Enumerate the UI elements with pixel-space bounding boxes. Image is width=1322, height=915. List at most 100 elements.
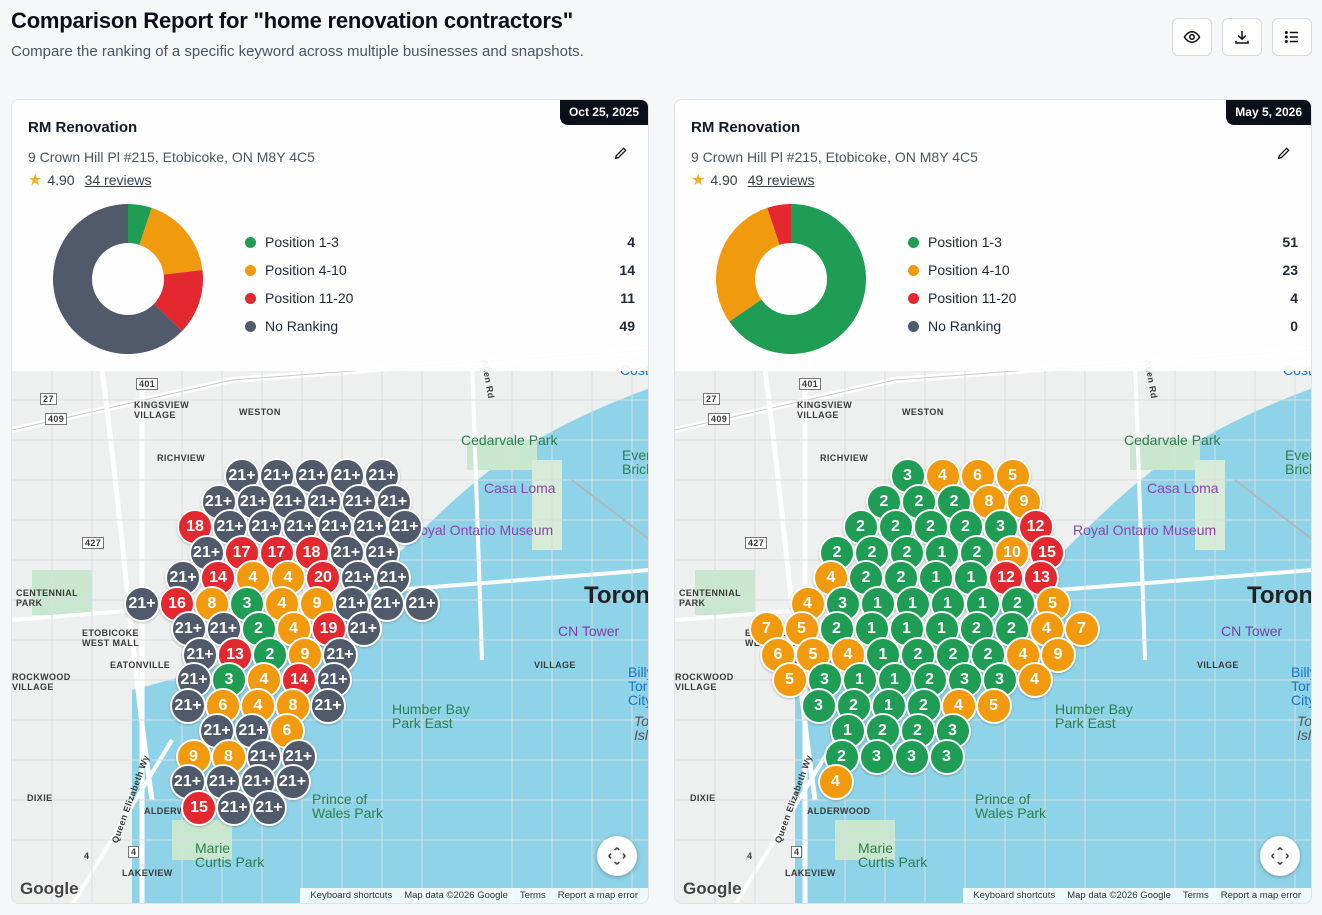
report-header: Comparison Report for "home renovation c…: [11, 8, 584, 60]
rank-pin[interactable]: 15: [181, 789, 217, 826]
highway-shield: 401: [799, 378, 822, 390]
toolbar: [1172, 18, 1312, 56]
rank-pin[interactable]: 21+: [345, 611, 382, 647]
rank-pin[interactable]: 3: [858, 738, 895, 775]
rating: ★ 4.90 49 reviews: [691, 170, 815, 190]
rank-pin[interactable]: 21+: [124, 585, 160, 622]
map-label: VILLAGE: [534, 660, 576, 670]
map-label: LAKEVIEW: [785, 868, 836, 878]
report-error-link[interactable]: Report a map error: [557, 890, 638, 901]
terms-link[interactable]: Terms: [1182, 890, 1209, 901]
legend-count: 4: [1290, 290, 1298, 306]
legend-label: Position 1-3: [928, 234, 1002, 250]
map-label: LAKEVIEW: [122, 868, 173, 878]
city-label: Toronto: [584, 582, 649, 609]
edit-button[interactable]: [1273, 142, 1295, 164]
map-data-text: Map data ©2026 Google: [404, 890, 508, 901]
map-label: ROCKWOOD VILLAGE: [675, 672, 734, 692]
legend-label: Position 11-20: [265, 290, 354, 306]
rank-grid: 3 4 6 5 2 2 2 8 9 2 2 2 2 3 12 2 2 2 1 2 10 15 4 2 2 1 1 12 13 4 3 1 1 1 1…: [675, 100, 1311, 903]
reviews-link[interactable]: 49 reviews: [747, 172, 815, 188]
map-label: VILLAGE: [1197, 660, 1239, 670]
google-logo: Google: [683, 879, 742, 898]
map-label: WESTON: [239, 407, 281, 417]
page-title: Comparison Report for "home renovation c…: [11, 8, 573, 33]
highway-shield: 4: [128, 846, 140, 858]
download-icon: [1235, 31, 1249, 44]
rank-pin[interactable]: 4: [817, 764, 854, 800]
legend-label: Position 11-20: [928, 290, 1017, 306]
map-label: Toronto Island: [634, 713, 649, 743]
legend-row: Position 4-10 23: [908, 256, 1298, 284]
legend-label: No Ranking: [265, 318, 339, 334]
highway-shield: 27: [703, 393, 720, 405]
rank-pin[interactable]: 5: [975, 687, 1012, 724]
map-label: DIXIE: [27, 793, 53, 803]
legend-row: No Ranking 0: [908, 312, 1298, 340]
park-label: Prince of Wales Park: [975, 791, 1047, 821]
rank-pin[interactable]: 21+: [216, 789, 252, 826]
map-label: CENTENNIAL PARK: [679, 588, 741, 608]
business-info-panel: RM Renovation 9 Crown Hill Pl #215, Etob…: [675, 100, 1311, 371]
donut-slice: [139, 207, 203, 275]
map[interactable]: KINGSVIEW VILLAGE WESTON RICHVIEW CENTEN…: [12, 100, 648, 903]
map[interactable]: KINGSVIEW VILLAGE WESTON RICHVIEW CENTEN…: [675, 100, 1311, 903]
rank-pin[interactable]: 3: [928, 738, 965, 775]
poi-label: CN Tower: [558, 623, 620, 639]
rank-pin[interactable]: 3: [800, 687, 837, 724]
highway-shield: 409: [45, 413, 68, 425]
report-error-link[interactable]: Report a map error: [1220, 890, 1301, 901]
list-button[interactable]: [1272, 18, 1312, 56]
keyboard-shortcuts-link[interactable]: Keyboard shortcuts: [973, 890, 1056, 901]
legend-dot: [908, 264, 919, 276]
legend-label: Position 1-3: [265, 234, 339, 250]
rank-pin[interactable]: 21+: [310, 687, 346, 724]
poi-label: Royal Ontario Museum: [1073, 522, 1217, 538]
park-label: Humber Bay Park East: [1055, 701, 1133, 731]
highway-shield: 427: [745, 537, 768, 549]
snapshot-card: KINGSVIEW VILLAGE WESTON RICHVIEW CENTEN…: [674, 99, 1312, 904]
view-button[interactable]: [1172, 18, 1212, 56]
map-label: ALDERWOOD: [807, 806, 871, 816]
rank-pin[interactable]: 3: [893, 738, 930, 775]
map-label: 4: [747, 851, 753, 861]
park-label: Marie Curtis Park: [858, 840, 928, 870]
business-address: 9 Crown Hill Pl #215, Etobicoke, ON M8Y …: [28, 149, 315, 165]
rank-pin[interactable]: 21+: [251, 789, 287, 826]
legend-dot: [245, 292, 256, 304]
fullscreen-button[interactable]: [597, 836, 637, 876]
map-label: ETOBICOKE WEST MALL: [82, 628, 140, 648]
rank-pin[interactable]: 9: [1040, 636, 1076, 673]
legend-label: Position 4-10: [265, 262, 347, 278]
highway-shield: 427: [82, 537, 105, 549]
business-name: RM Renovation: [691, 119, 801, 136]
snapshot-card: KINGSVIEW VILLAGE WESTON RICHVIEW CENTEN…: [11, 99, 649, 904]
park-label: Humber Bay Park East: [392, 701, 470, 731]
edit-button[interactable]: [610, 142, 632, 164]
terms-link[interactable]: Terms: [519, 890, 546, 901]
fullscreen-button[interactable]: [1260, 836, 1300, 876]
ranking-legend: Position 1-3 4 Position 4-10 14 Position 11-…: [245, 228, 635, 340]
legend-row: Position 4-10 14: [245, 256, 635, 284]
keyboard-shortcuts-link[interactable]: Keyboard shortcuts: [310, 890, 393, 901]
business-name: RM Renovation: [28, 119, 138, 136]
reviews-link[interactable]: 34 reviews: [84, 172, 152, 188]
rank-pin[interactable]: 5: [771, 662, 808, 698]
rank-pin[interactable]: 4: [1016, 662, 1053, 698]
map-label: CENTENNIAL PARK: [16, 588, 78, 608]
ranking-legend: Position 1-3 51 Position 4-10 23 Position 11…: [908, 228, 1298, 340]
page-subtitle: Compare the ranking of a specific keywor…: [11, 43, 584, 60]
poi-label: Royal Ontario Museum: [410, 522, 554, 538]
rating-value: 4.90: [47, 172, 75, 188]
rank-pin[interactable]: 21+: [170, 687, 206, 724]
star-icon: ★: [28, 172, 43, 189]
map-label: KINGSVIEW VILLAGE: [797, 400, 853, 420]
legend-row: Position 1-3 51: [908, 228, 1298, 256]
highway-shield: 27: [40, 393, 57, 405]
map-attribution: Keyboard shortcuts Map data ©2026 Google…: [963, 888, 1311, 903]
ranking-donut-chart: [716, 204, 866, 354]
download-button[interactable]: [1222, 18, 1262, 56]
poi-label: Billy Toronto City: [628, 664, 648, 708]
rank-pin[interactable]: 21+: [404, 585, 440, 622]
map-label: WESTON: [902, 407, 944, 417]
